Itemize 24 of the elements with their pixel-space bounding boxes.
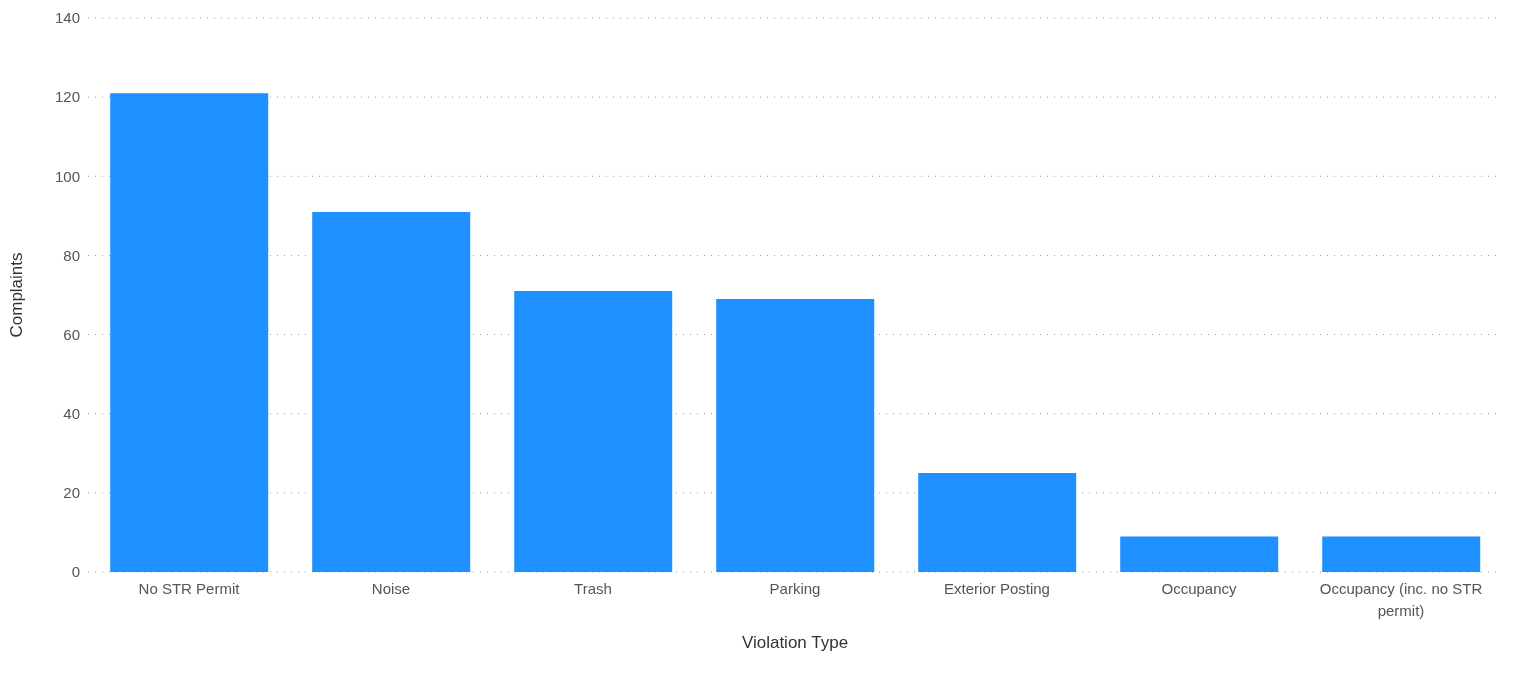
- bar: [918, 473, 1077, 572]
- y-tick-label: 60: [63, 325, 80, 343]
- bar: [312, 211, 471, 572]
- y-tick-label: 140: [54, 9, 80, 27]
- y-tick-label: 40: [63, 405, 80, 423]
- x-tick-label: Occupancy: [1161, 580, 1238, 597]
- x-tick-label: Noise: [371, 580, 411, 597]
- bar: [716, 298, 875, 572]
- x-tick-label: Parking: [769, 580, 821, 597]
- y-tick-label: 80: [63, 246, 80, 264]
- y-tick-label: 100: [54, 167, 80, 185]
- bar: [514, 291, 673, 572]
- y-axis-title: Complaints: [7, 252, 27, 338]
- x-tick-label: Trash: [574, 580, 612, 597]
- bar: [110, 93, 269, 572]
- x-tick-label: No STR Permit: [138, 580, 241, 597]
- bar: [1322, 536, 1481, 572]
- x-axis-title: Violation Type: [741, 633, 849, 653]
- y-tick-label: 0: [71, 563, 80, 581]
- y-tick-label: 120: [54, 88, 80, 106]
- y-tick-label: 20: [63, 484, 80, 502]
- x-tick-label: Exterior Posting: [944, 580, 1050, 597]
- x-tick-label: Occupancy (inc. no STR permit): [1319, 580, 1483, 619]
- bar: [1120, 536, 1279, 572]
